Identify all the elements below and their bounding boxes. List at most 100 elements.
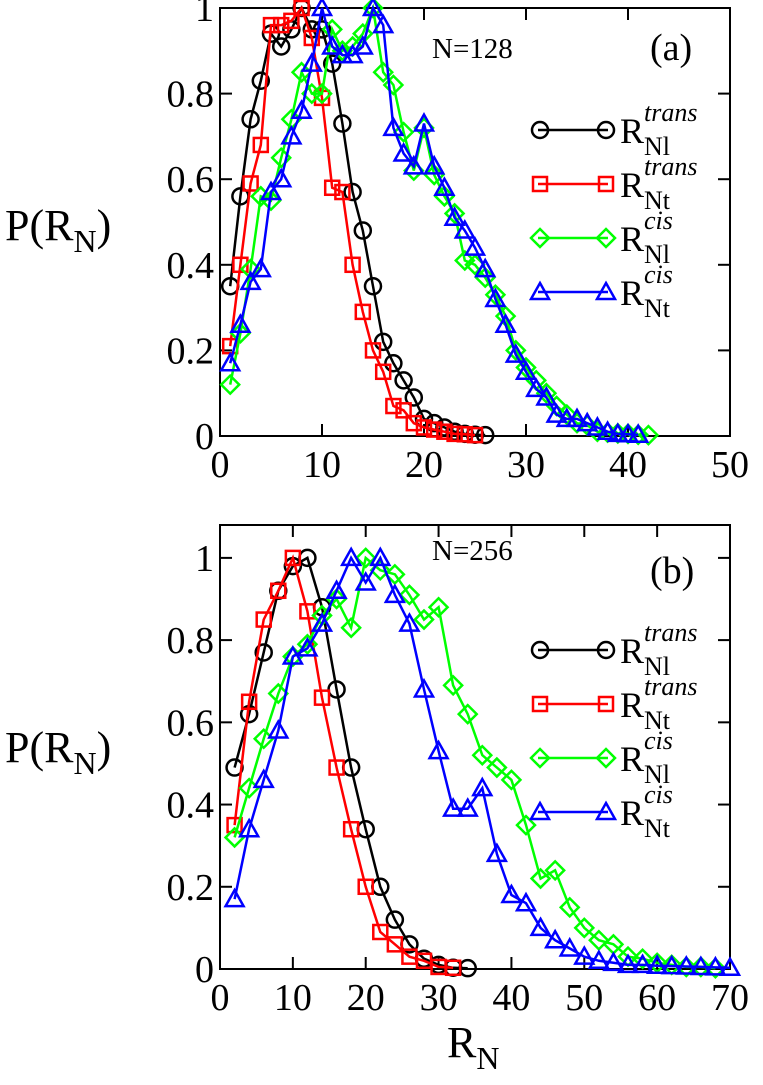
legend-label: Rcis Nt	[620, 260, 673, 323]
data-point	[446, 425, 463, 443]
legend-label: Rcis Nl	[620, 726, 673, 789]
data-point	[325, 579, 348, 600]
data-point	[223, 887, 246, 908]
legend-label-sup: trans	[644, 152, 697, 181]
data-point	[394, 371, 413, 390]
legend-label-base: R	[620, 739, 644, 779]
x-tick-label: 40	[492, 977, 530, 1019]
data-point	[392, 141, 415, 162]
data-point	[259, 180, 283, 201]
data-point	[312, 20, 332, 39]
data-point	[588, 929, 610, 951]
data-point	[241, 110, 260, 129]
legend-label-sub: Nt	[644, 186, 671, 215]
data-point	[290, 61, 313, 83]
panel-label: (b)	[650, 550, 694, 592]
legend-marker	[530, 120, 550, 140]
x-axis-label-sub: N	[476, 1040, 499, 1076]
data-point	[284, 549, 302, 567]
data-point	[252, 136, 270, 154]
legend-entry: Rtrans Nl	[530, 618, 697, 681]
legend-marker	[597, 695, 615, 713]
data-point	[606, 422, 629, 443]
x-axis-label: RN	[447, 1018, 499, 1076]
data-point	[544, 928, 567, 949]
data-point	[369, 546, 392, 567]
data-point	[500, 769, 523, 791]
series-diamond	[219, 0, 660, 446]
data-point	[372, 923, 389, 941]
data-point	[474, 266, 496, 289]
data-point	[267, 682, 290, 705]
y-tick-label: 0.4	[167, 785, 215, 827]
legend-marker	[528, 280, 552, 301]
y-axis-label-close: )	[97, 201, 112, 250]
data-point	[382, 74, 405, 96]
y-tick-label: 0.2	[167, 330, 215, 372]
data-point	[238, 817, 261, 838]
y-tick-label: 0	[195, 949, 214, 991]
data-point	[351, 34, 374, 55]
data-point	[242, 175, 259, 192]
data-point	[325, 588, 348, 610]
data-point	[267, 719, 290, 739]
data-point	[363, 276, 383, 296]
y-axis-label-base: P(R	[5, 723, 74, 772]
legend-marker	[596, 640, 616, 660]
data-point	[372, 13, 395, 34]
data-point	[405, 414, 423, 432]
data-point	[364, 342, 382, 359]
y-tick-label: 0	[195, 416, 214, 458]
data-point	[500, 883, 523, 904]
legend-label-sub: Nl	[644, 240, 670, 269]
data-point	[453, 219, 476, 239]
legend-label-sub: Nl	[644, 652, 670, 681]
data-point	[631, 953, 654, 974]
legend-label-sub: Nt	[644, 294, 671, 323]
legend-label-sup: trans	[644, 672, 697, 701]
data-point	[296, 633, 319, 655]
data-point	[412, 112, 436, 132]
y-axis-label-sub: N	[73, 745, 96, 781]
data-point	[558, 896, 581, 919]
legend-marker	[528, 800, 552, 821]
data-point	[689, 955, 712, 976]
data-point	[444, 959, 462, 977]
data-point	[340, 546, 363, 567]
y-axis-label: P(RN)	[5, 723, 111, 781]
data-point	[413, 608, 435, 631]
data-point	[596, 420, 619, 440]
y-tick-label: 0.4	[167, 245, 215, 287]
data-point	[262, 16, 280, 34]
x-tick-label: 30	[420, 977, 458, 1019]
legend-marker	[531, 175, 549, 193]
data-point	[535, 385, 558, 406]
data-point	[675, 956, 698, 978]
legend-marker	[531, 695, 549, 713]
data-point	[646, 954, 669, 974]
data-point	[260, 189, 282, 212]
data-point	[229, 313, 252, 333]
data-point	[255, 611, 272, 628]
data-point	[443, 202, 466, 225]
data-point	[514, 360, 538, 381]
legend-label-base: R	[620, 219, 644, 259]
data-point	[311, 82, 333, 105]
data-point	[239, 270, 262, 291]
legend-label: Rtrans Nt	[620, 672, 697, 735]
data-point	[310, 612, 334, 632]
data-point	[283, 12, 300, 30]
data-point	[485, 842, 508, 863]
legend-marker	[597, 175, 615, 193]
data-point	[471, 776, 494, 797]
data-point	[219, 373, 241, 396]
data-point	[486, 756, 508, 779]
data-point	[660, 954, 683, 975]
legend-label-base: R	[620, 685, 644, 725]
data-point	[343, 182, 362, 202]
data-point	[442, 674, 464, 697]
data-point	[433, 185, 456, 208]
legend-entry: Rtrans Nl	[530, 98, 697, 161]
data-point	[442, 797, 465, 817]
